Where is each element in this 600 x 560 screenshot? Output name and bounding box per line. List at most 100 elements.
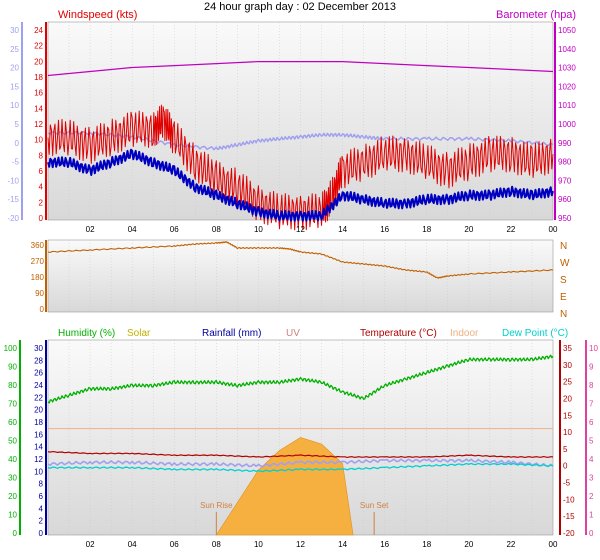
axis-temperature-tick: -5 [563, 479, 571, 488]
axis-left-3-tick: 4 [39, 504, 44, 513]
axis-left-3-tick: 2 [39, 517, 44, 526]
axis-temperature-tick: -15 [563, 512, 575, 521]
legend-label: Indoor [450, 328, 479, 339]
axis-windspeed-tick: 24 [34, 26, 43, 35]
winddir-tick: 270 [31, 257, 45, 266]
axis-humidity-tick: 70 [8, 400, 17, 409]
legend-label: Temperature (°C) [360, 328, 437, 339]
axis-humidity-tick: 0 [13, 529, 18, 538]
axis-barometer-tick: 1020 [558, 82, 576, 91]
axis-humidity-tick: 10 [8, 511, 17, 520]
axis-title-windspeed: Windspeed (kts) [58, 9, 137, 21]
x-tick-label: 02 [86, 540, 95, 549]
axis-left-outer-tick: -5 [12, 158, 20, 167]
axis-left-outer-tick: -10 [7, 176, 19, 185]
axis-humidity-tick: 90 [8, 363, 17, 372]
sun-label: Sun Rise [200, 501, 233, 510]
axis-left-outer-tick: 15 [10, 82, 19, 91]
axis-left-outer-tick: 0 [15, 139, 20, 148]
axis-left-3-tick: 18 [34, 418, 43, 427]
axis-left-3-tick: 8 [39, 480, 44, 489]
axis-left-3-tick: 14 [34, 443, 43, 452]
axis-right-outer-tick: 0 [589, 529, 594, 538]
axis-humidity-tick: 40 [8, 455, 17, 464]
x-tick-label: 04 [128, 540, 137, 549]
axis-right-outer-tick: 8 [589, 381, 594, 390]
legend-label: Rainfall (mm) [202, 328, 261, 339]
axis-right-outer-tick: 10 [589, 344, 598, 353]
axis-left-3-tick: 12 [34, 455, 43, 464]
axis-barometer-tick: 1050 [558, 26, 576, 35]
axis-temperature-tick: 0 [563, 462, 568, 471]
x-tick-label: 16 [380, 540, 389, 549]
axis-right-outer-tick: 2 [589, 492, 594, 501]
axis-right-outer-tick: 1 [589, 511, 594, 520]
axis-left-3-tick: 22 [34, 393, 43, 402]
x-tick-label: 22 [506, 225, 515, 234]
axis-windspeed-tick: 8 [39, 151, 44, 160]
x-tick-label: 04 [128, 225, 137, 234]
axis-right-outer-tick: 9 [589, 363, 594, 372]
axis-left-3-tick: 30 [34, 344, 43, 353]
axis-barometer-tick: 960 [558, 195, 572, 204]
series-humidity [47, 354, 554, 404]
axis-temperature-tick: 5 [563, 445, 568, 454]
legend-label: Solar [127, 328, 151, 339]
series-windspeed [47, 104, 554, 231]
axis-temperature-tick: 10 [563, 428, 572, 437]
legend-label: Humidity (%) [58, 328, 115, 339]
axis-temperature-tick: -20 [563, 529, 575, 538]
axis-left-3-tick: 24 [34, 381, 43, 390]
compass-tick: S [560, 275, 567, 286]
axis-left-3-tick: 10 [34, 467, 43, 476]
axis-windspeed-tick: 10 [34, 136, 43, 145]
axis-left-outer-tick: -15 [7, 195, 19, 204]
axis-left-outer-tick: 10 [10, 101, 19, 110]
axis-humidity-tick: 30 [8, 474, 17, 483]
series-lavender-wind [47, 130, 554, 151]
axis-temperature-tick: 35 [563, 344, 572, 353]
axis-windspeed-tick: 20 [34, 57, 43, 66]
axis-barometer-tick: 990 [558, 139, 572, 148]
axis-left-outer-tick: 5 [15, 120, 20, 129]
axis-right-outer-tick: 7 [589, 400, 594, 409]
axis-barometer-tick: 1040 [558, 45, 576, 54]
axis-humidity-tick: 20 [8, 492, 17, 501]
axis-left-3-tick: 16 [34, 430, 43, 439]
axis-windspeed-tick: 4 [39, 183, 44, 192]
axis-left-outer-tick: 20 [10, 64, 19, 73]
x-tick-label: 18 [422, 225, 431, 234]
legend-label: Dew Point (°C) [502, 328, 568, 339]
x-tick-label: 22 [506, 540, 515, 549]
axis-barometer-tick: 970 [558, 176, 572, 185]
sun-label: Sun Set [360, 501, 389, 510]
axis-left-3-tick: 20 [34, 406, 43, 415]
axis-temperature-tick: -10 [563, 495, 575, 504]
x-tick-label: 08 [212, 225, 221, 234]
axis-left-3-tick: 0 [39, 529, 44, 538]
axis-windspeed-tick: 6 [39, 167, 44, 176]
axis-right-outer-tick: 3 [589, 474, 594, 483]
x-tick-label: 02 [86, 225, 95, 234]
series-solar [215, 437, 354, 536]
x-tick-label: 10 [254, 540, 263, 549]
series-wind-avg [47, 148, 554, 222]
axis-windspeed-tick: 22 [34, 42, 43, 51]
axis-title-barometer: Barometer (hpa) [496, 9, 576, 21]
winddir-tick: 0 [40, 305, 45, 314]
x-tick-label: 12 [296, 540, 305, 549]
x-tick-label: 16 [380, 225, 389, 234]
x-tick-label: 20 [464, 540, 473, 549]
x-tick-label: 06 [170, 225, 179, 234]
winddir-tick: 360 [31, 241, 45, 250]
compass-tick: N [560, 241, 567, 252]
x-tick-label: 18 [422, 540, 431, 549]
axis-left-outer-tick: 30 [10, 26, 19, 35]
axis-humidity-tick: 50 [8, 437, 17, 446]
legend-label: UV [286, 328, 300, 339]
axis-windspeed-tick: 12 [34, 120, 43, 129]
winddir-tick: 180 [31, 273, 45, 282]
series-lavender [47, 458, 554, 468]
axis-windspeed-tick: 0 [39, 214, 44, 223]
